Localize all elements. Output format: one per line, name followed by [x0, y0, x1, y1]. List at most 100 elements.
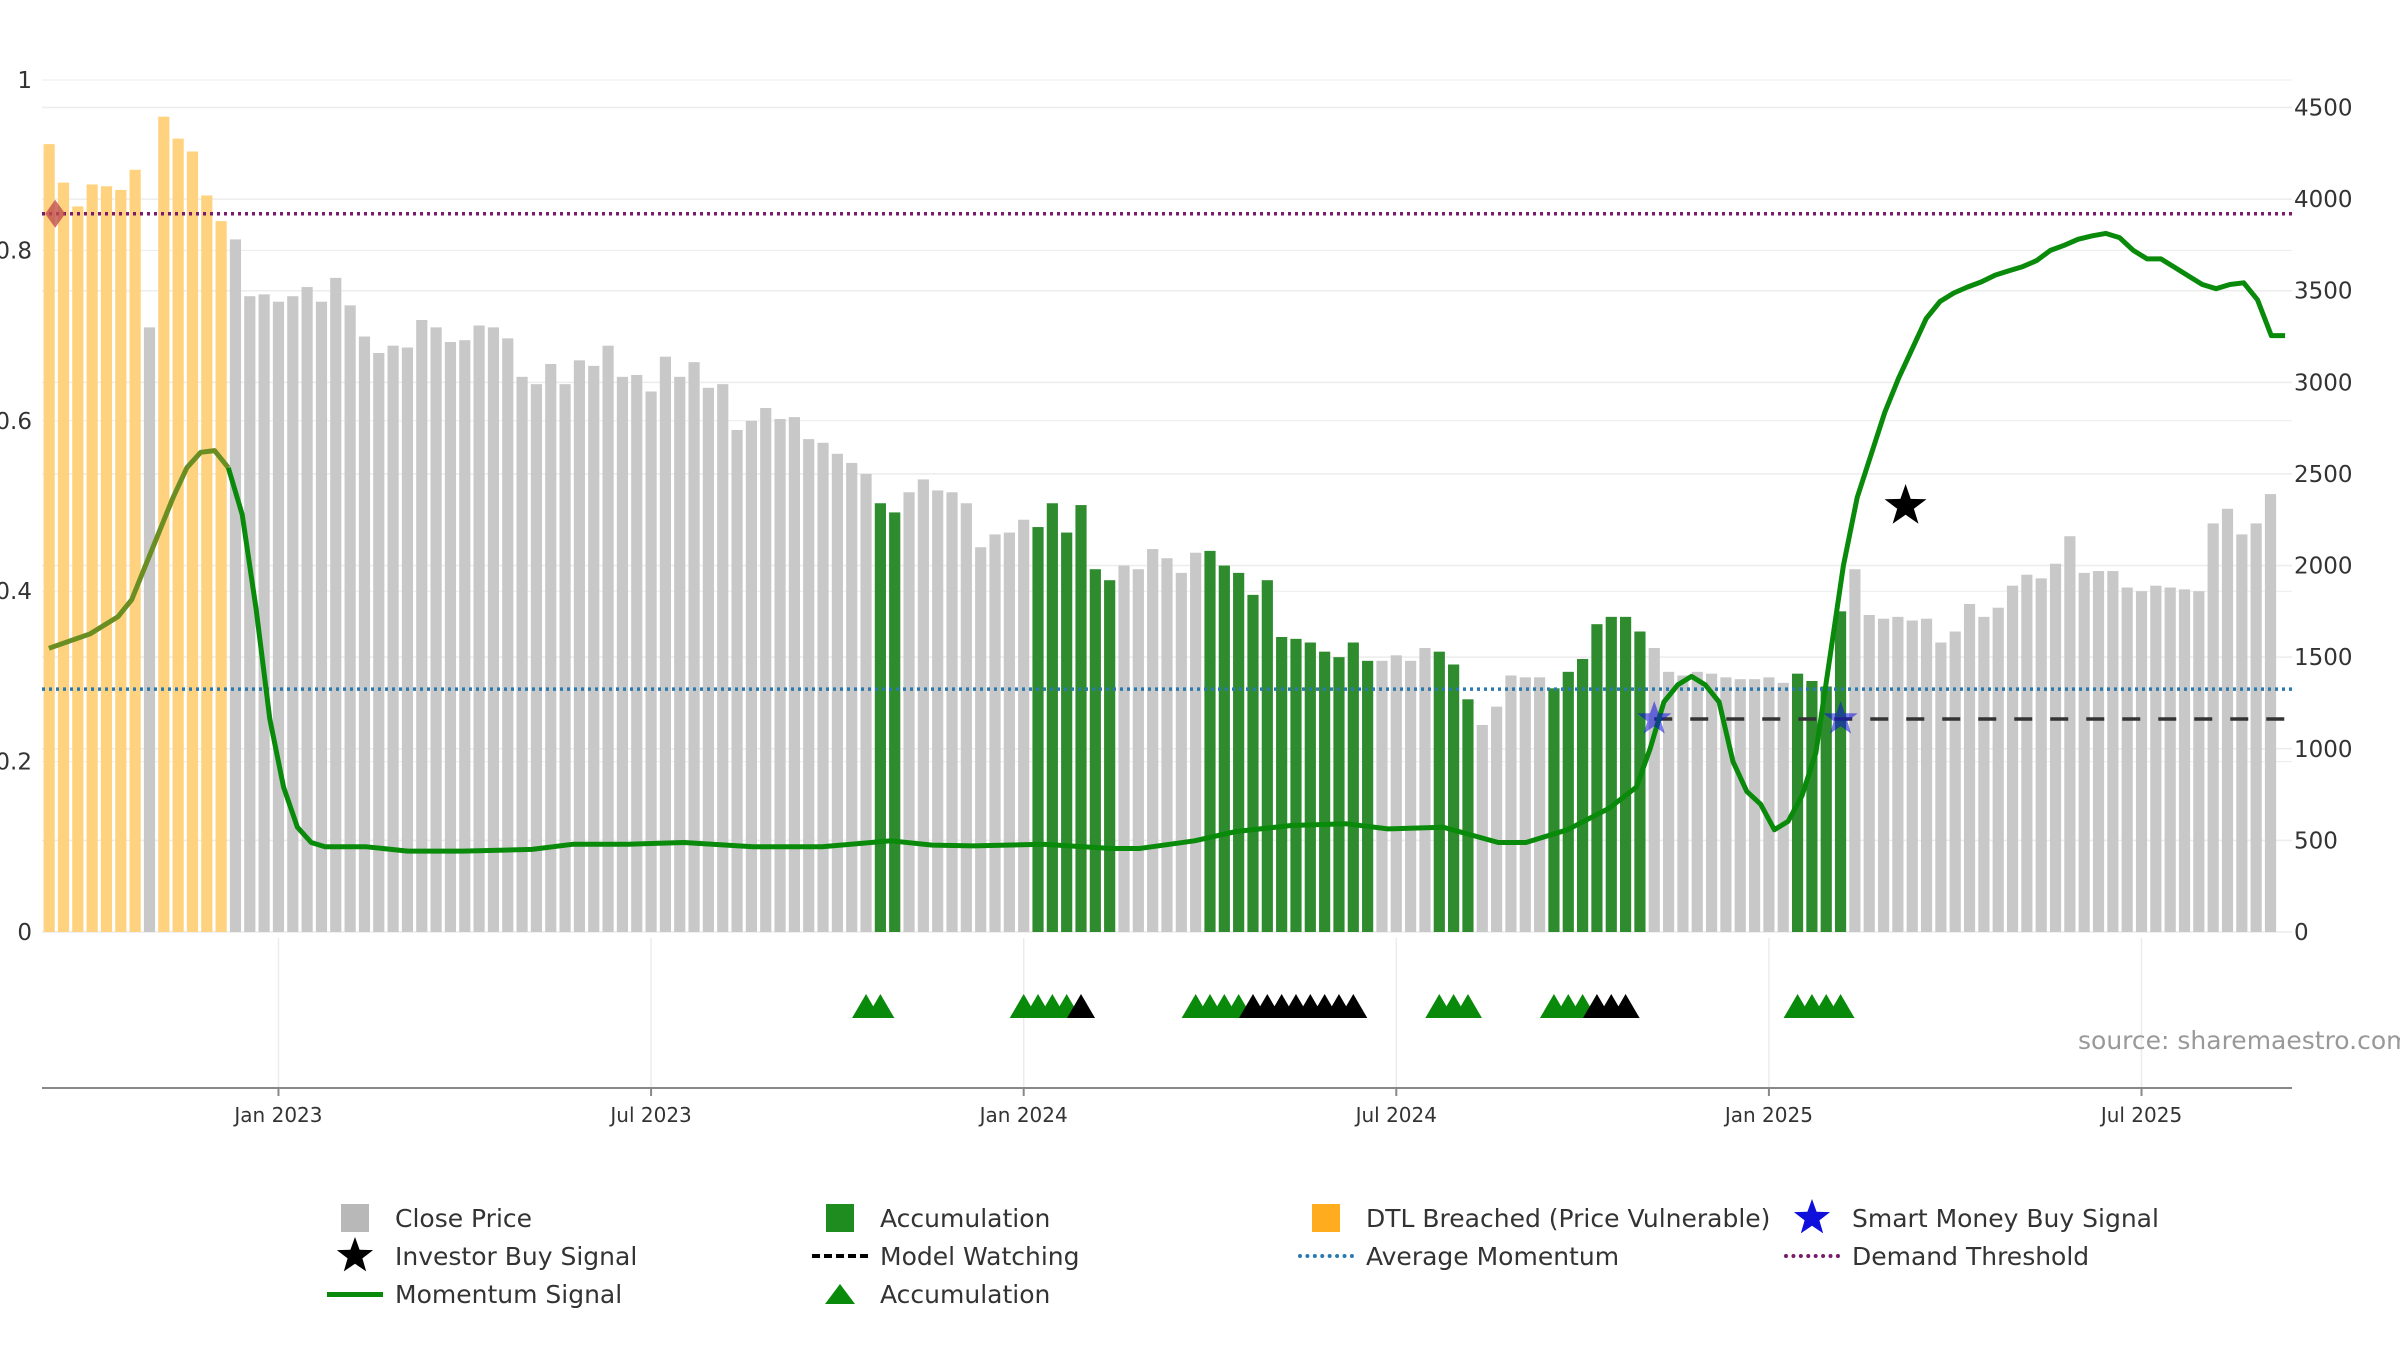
accumulation-bar	[1319, 651, 1331, 932]
accumulation-bar	[1061, 532, 1073, 932]
close-price-bar	[903, 492, 915, 932]
accumulation-bar	[1290, 638, 1302, 932]
x-axis-tick-label: Jan 2024	[978, 1103, 1068, 1127]
solid-line-icon	[325, 1276, 385, 1312]
close-price-bar	[2250, 523, 2262, 932]
start-marker	[45, 199, 66, 228]
close-price-bar	[2135, 591, 2148, 932]
accumulation-bar	[1089, 569, 1101, 932]
close-price-bar	[2221, 508, 2234, 932]
close-price-bar	[358, 336, 371, 933]
close-price-bar	[416, 320, 428, 932]
close-price-bar	[1705, 673, 1718, 932]
close-price-bar	[1892, 616, 1904, 932]
accumulation-bar	[1218, 565, 1230, 932]
accumulation-marker	[1826, 994, 1855, 1018]
signal-lines	[42, 212, 2292, 854]
close-price-bar	[244, 296, 256, 933]
close-price-bar	[401, 347, 414, 933]
accumulation-bar	[1605, 616, 1617, 932]
right-axis-tick-label: 500	[2294, 828, 2338, 854]
right-axis-tick-label: 3500	[2294, 279, 2353, 305]
close-price-bar	[831, 453, 843, 932]
accumulation-bar	[1233, 572, 1245, 932]
close-price-bar	[588, 365, 600, 932]
close-price-bar	[1691, 671, 1703, 932]
accumulation-bar	[1562, 671, 1574, 932]
close-price-bar	[1949, 631, 1961, 932]
close-price-bar	[960, 503, 972, 932]
x-axis-tick-label: Jul 2024	[1354, 1103, 1437, 1127]
close-price-bar	[1734, 679, 1746, 932]
accumulation-marker	[1067, 994, 1096, 1018]
close-price-bar	[917, 479, 929, 932]
accumulation-bar	[874, 503, 886, 932]
legend-accumulation-marker: Accumulation	[810, 1276, 1050, 1312]
accumulation-bar	[1075, 505, 1087, 932]
close-price-bar	[760, 407, 772, 932]
accumulation-bar	[1591, 624, 1603, 932]
accumulation-bar	[1347, 642, 1359, 932]
close-price-bar	[1906, 620, 1918, 932]
legend-label: Accumulation	[880, 1203, 1051, 1233]
close-price-bar	[344, 305, 356, 932]
accumulation-marker	[1453, 994, 1482, 1018]
close-price-bar	[287, 296, 299, 933]
close-price-bar	[444, 342, 457, 932]
close-price-bar	[272, 301, 285, 932]
close-price-bar	[1534, 677, 1546, 932]
close-price-bar	[2178, 589, 2191, 932]
close-price-bar	[602, 345, 614, 932]
investor-buy-star	[1884, 484, 1927, 524]
dtl-breached-bar	[201, 195, 213, 932]
accumulation-bar	[1104, 580, 1116, 932]
close-price-bar	[1018, 519, 1030, 932]
legend-label: Investor Buy Signal	[395, 1241, 638, 1271]
close-price-bar	[616, 376, 629, 932]
close-price-bar	[1992, 607, 2004, 932]
close-price-bar	[2264, 494, 2277, 932]
close-price-bar	[143, 327, 156, 932]
close-price-bar	[2006, 585, 2019, 932]
accumulation-bar	[1548, 688, 1560, 932]
right-axis-tick-label: 4500	[2294, 95, 2353, 121]
dashed-line-icon	[810, 1238, 870, 1274]
accumulation-bar	[1448, 664, 1460, 932]
legend-label: Average Momentum	[1366, 1241, 1620, 1271]
close-price-bar	[1147, 549, 1159, 932]
close-price-bar	[1419, 648, 1431, 932]
left-axis-tick-label: 0	[17, 920, 32, 946]
signal-markers	[45, 199, 1927, 1018]
x-axis-tick-label: Jan 2025	[1723, 1103, 1813, 1127]
close-price-swatch	[325, 1200, 385, 1236]
legend-label: Accumulation	[880, 1279, 1051, 1309]
legend-accumulation: Accumulation	[810, 1200, 1050, 1236]
accumulation-marker	[1339, 994, 1368, 1018]
close-price-bar	[1175, 572, 1187, 932]
x-axis-tick-label: Jul 2023	[608, 1103, 691, 1127]
right-axis-tick-label: 0	[2294, 920, 2309, 946]
accumulation-bar	[1261, 580, 1273, 932]
close-price-bar	[745, 420, 757, 932]
left-axis-tick-label: 1	[17, 68, 32, 94]
legend-investor-buy: Investor Buy Signal	[325, 1237, 638, 1274]
dtl-breached-bar	[129, 169, 141, 932]
legend-momentum-signal: Momentum Signal	[325, 1276, 622, 1312]
close-price-bar	[373, 353, 385, 932]
close-price-bar	[1720, 677, 1732, 932]
close-price-bar	[774, 418, 786, 932]
close-price-bar	[473, 325, 485, 932]
dtl-breached-bar	[43, 144, 55, 932]
close-price-bar	[989, 534, 1001, 932]
close-price-bar	[516, 376, 528, 932]
close-price-bar	[2107, 571, 2119, 932]
close-price-bar	[487, 327, 500, 932]
close-price-bar	[2121, 587, 2133, 932]
legend-label: Close Price	[395, 1203, 533, 1233]
accumulation-swatch	[810, 1200, 870, 1236]
close-price-bar	[559, 384, 571, 932]
star-icon	[1782, 1199, 1842, 1236]
close-price-bar	[659, 356, 671, 932]
close-price-bar	[803, 439, 815, 932]
accumulation-bar	[1834, 611, 1847, 932]
